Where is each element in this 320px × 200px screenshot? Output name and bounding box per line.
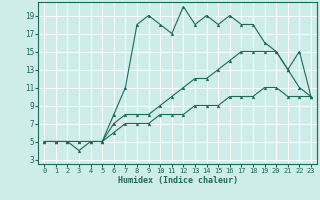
X-axis label: Humidex (Indice chaleur): Humidex (Indice chaleur): [118, 176, 238, 185]
